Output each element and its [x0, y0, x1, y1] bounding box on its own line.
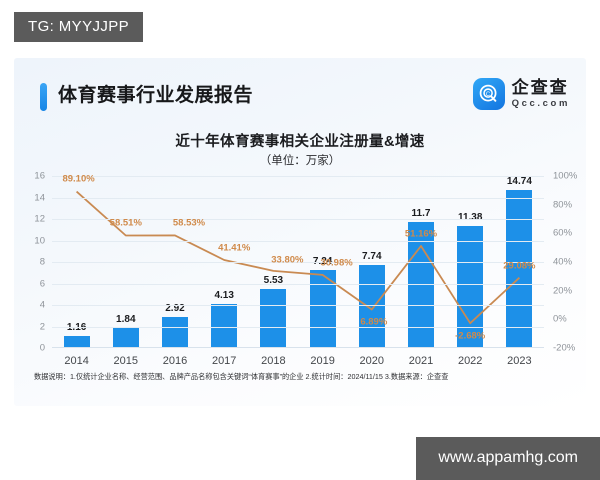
grid-line	[52, 197, 544, 199]
qcc-name-cn: 企查查	[511, 78, 569, 98]
x-axis-label: 2014	[64, 355, 89, 367]
bar-value-label: 7.74	[362, 250, 382, 262]
bar-slot: 5.53 2018	[249, 176, 298, 367]
x-axis-label: 2018	[261, 355, 286, 367]
x-axis-label: 2015	[113, 355, 139, 367]
y-axis-tick-right: 100%	[553, 170, 578, 182]
x-axis-label: 2022	[457, 355, 483, 367]
qcc-logo: C 企查查 Qcc.com	[472, 78, 570, 110]
bar-slot: 7.74 2020	[347, 176, 396, 367]
bar[interactable]	[161, 316, 188, 348]
footnote: 数据说明：1.仅统计企业名称、经营范围、品牌产品名称包含关键词“体育赛事”的企业…	[34, 372, 449, 381]
grid-line	[52, 305, 544, 306]
qcc-name-en: Qcc.com	[511, 98, 570, 110]
report-title: 体育赛事行业发展报告	[58, 85, 254, 106]
qcc-logo-text: 企查查 Qcc.com	[512, 79, 570, 109]
chart-title: 近十年体育赛事相关企业注册量&增速	[175, 134, 425, 150]
bar-slot: 11.38 2022	[446, 176, 495, 367]
y-axis-tick-right: 0%	[553, 313, 567, 325]
bar[interactable]	[260, 288, 287, 348]
grid-line	[52, 240, 544, 242]
x-axis-label: 2020	[359, 355, 385, 367]
y-axis-tick-right: -20%	[553, 342, 576, 354]
y-axis-tick-left: 10	[34, 235, 45, 246]
y-axis-tick-right: 80%	[553, 199, 573, 211]
grid-line	[52, 262, 544, 263]
bar[interactable]	[211, 303, 238, 348]
bar-value-label: 2.92	[165, 302, 185, 314]
bar-value-label: 4.13	[214, 289, 234, 301]
bar[interactable]	[112, 328, 139, 348]
y-axis-tick-left: 4	[39, 299, 45, 311]
chart-subtitle: （单位：万家）	[259, 155, 341, 167]
y-axis-tick-right: 20%	[553, 285, 573, 297]
grid-line	[52, 219, 544, 220]
y-axis-tick-left: 6	[39, 278, 45, 289]
top-watermark-tag: TG: MYYJJPP	[14, 12, 144, 42]
bar[interactable]	[358, 264, 385, 348]
y-axis-tick-left: 12	[34, 213, 45, 225]
x-axis-label: 2017	[211, 355, 237, 367]
grid-line	[52, 176, 544, 177]
header-accent-bar	[40, 83, 47, 111]
bar[interactable]	[309, 270, 336, 348]
bottom-watermark: www.appamhg.com	[416, 437, 600, 480]
bar-value-label: 11.38	[457, 211, 483, 223]
card-header: 体育赛事行业发展报告	[40, 80, 566, 124]
bar-slot: 2.92 2016	[150, 176, 199, 367]
bar[interactable]	[63, 335, 90, 348]
bar-value-label: 1.84	[116, 314, 136, 326]
report-card: 体育赛事行业发展报告 C 企查查 Qcc.com 近十年体育赛事相关企业注册量&…	[14, 58, 586, 406]
x-axis-label: 2019	[310, 355, 335, 367]
bar-slot: 7.24 2019	[298, 176, 347, 367]
bar-value-label: 5.53	[263, 274, 284, 286]
y-axis-tick-left: 16	[34, 170, 45, 182]
svg-text:C: C	[486, 92, 491, 98]
bar-value-label: 14.74	[506, 175, 532, 187]
grid-line	[52, 283, 544, 285]
growth-line-series	[76, 190, 521, 325]
qcc-circle-icon: C	[472, 78, 505, 110]
bar-slot: 1.84 2015	[101, 176, 150, 367]
y-axis-tick-left: 8	[39, 256, 45, 268]
grid-line	[52, 326, 544, 328]
y-axis-tick-left: 0	[39, 342, 45, 354]
growth-line-path	[76, 190, 521, 325]
bar-value-label: 7.24	[312, 256, 333, 268]
y-axis-tick-left: 14	[34, 192, 45, 203]
bar[interactable]	[457, 225, 484, 348]
x-axis-line	[52, 347, 544, 348]
x-axis-label: 2023	[507, 355, 532, 367]
y-axis-tick-left: 2	[39, 321, 45, 332]
bar-slot: 4.13 2017	[200, 176, 249, 367]
bar-slot: 14.74 2023	[495, 175, 544, 367]
x-axis-label: 2016	[162, 355, 188, 367]
y-axis-tick-right: 40%	[553, 256, 573, 268]
x-axis-label: 2021	[408, 355, 434, 367]
chart-plot-area: 1.1620141.8420152.9220164.1320175.532018…	[34, 171, 577, 368]
y-axis-tick-right: 60%	[553, 227, 573, 239]
bar-value-label: 11.7	[411, 208, 431, 220]
bar[interactable]	[506, 189, 533, 348]
